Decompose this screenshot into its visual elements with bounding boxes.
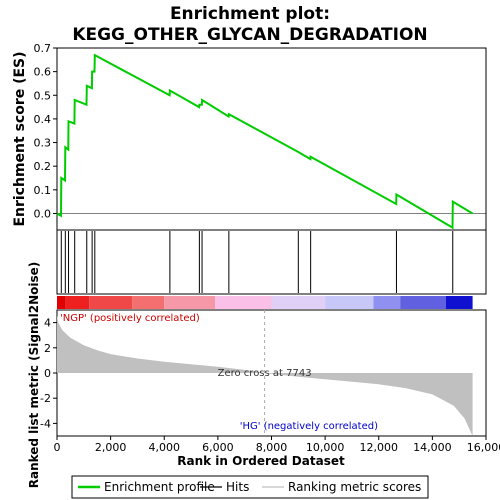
enrichment-profile-line bbox=[56, 53, 474, 230]
es-y-tick-label: 0.7 bbox=[34, 42, 52, 55]
metric-y-tick-label: 4 bbox=[44, 317, 51, 330]
x-tick-label: 16,000 bbox=[467, 441, 500, 454]
x-tick-label: 14,000 bbox=[413, 441, 452, 454]
es-y-axis-label: Enrichment score (ES) bbox=[12, 51, 28, 226]
negative-correlation-label: 'HG' (negatively correlated) bbox=[240, 421, 378, 432]
metric-y-tick-label: -4 bbox=[40, 417, 51, 430]
es-y-tick-label: 0.2 bbox=[34, 160, 52, 173]
hits-marks bbox=[60, 231, 454, 293]
metric-panel: -4 -2 0 2 4 'NGP' (positively correlated) Ze… bbox=[27, 262, 487, 489]
metric-y-axis: -4 -2 0 2 4 bbox=[40, 317, 57, 430]
es-panel-frame bbox=[56, 47, 487, 231]
legend-frame bbox=[71, 475, 429, 499]
es-y-tick-label: 0.6 bbox=[34, 66, 52, 79]
color-bar-segment bbox=[57, 296, 66, 309]
metric-y-axis-label: Ranked list metric (Signal2Noise) bbox=[27, 262, 41, 489]
hits-panel bbox=[56, 229, 487, 295]
chart-title-line2: KEGG_OTHER_GLYCAN_DEGRADATION bbox=[72, 25, 427, 45]
metric-y-tick-label: 0 bbox=[44, 367, 51, 380]
es-panel: 0.0 0.1 0.2 0.3 0.4 0.5 0.6 0.7 Enrichment scor… bbox=[12, 42, 487, 231]
color-bar-segment bbox=[89, 296, 133, 309]
color-bar-segment bbox=[271, 296, 326, 309]
x-tick-label: 10,000 bbox=[306, 441, 345, 454]
color-bar-segment bbox=[65, 296, 90, 309]
es-y-tick-label: 0.3 bbox=[34, 137, 52, 150]
color-bar-segment bbox=[400, 296, 446, 309]
metric-y-tick-label: -2 bbox=[40, 392, 51, 405]
x-axis-label: Rank in Ordered Dataset bbox=[177, 454, 345, 468]
x-tick-label: 8,000 bbox=[256, 441, 288, 454]
legend-label: Hits bbox=[226, 480, 249, 494]
color-bar-segment bbox=[132, 296, 165, 309]
rank-color-bar bbox=[57, 296, 473, 309]
es-y-tick-label: 0.5 bbox=[34, 89, 52, 102]
hits-panel-frame bbox=[56, 229, 487, 295]
x-tick-label: 4,000 bbox=[149, 441, 181, 454]
color-bar-segment bbox=[215, 296, 272, 309]
legend: Enrichment profile Hits Ranking metric sco… bbox=[71, 475, 429, 499]
x-tick-label: 12,000 bbox=[360, 441, 399, 454]
x-tick-label: 6,000 bbox=[202, 441, 234, 454]
es-y-tick-label: 0.4 bbox=[34, 113, 52, 126]
color-bar-segment bbox=[164, 296, 216, 309]
es-y-tick-label: 0.1 bbox=[34, 184, 52, 197]
legend-label: Ranking metric scores bbox=[288, 480, 421, 494]
chart-title-line1: Enrichment plot: bbox=[170, 4, 330, 24]
color-bar-segment bbox=[325, 296, 374, 309]
x-tick-label: 0 bbox=[54, 441, 61, 454]
es-y-axis: 0.0 0.1 0.2 0.3 0.4 0.5 0.6 0.7 bbox=[34, 42, 57, 220]
legend-label: Enrichment profile bbox=[104, 480, 215, 494]
ranking-metric-area bbox=[57, 315, 473, 436]
metric-y-tick-label: 2 bbox=[44, 342, 51, 355]
x-tick-label: 2,000 bbox=[95, 441, 127, 454]
x-axis: 0 2,000 4,000 6,000 8,000 10,000 12,000 14,000 1… bbox=[54, 436, 500, 454]
zero-cross-label: Zero cross at 7743 bbox=[218, 368, 312, 379]
color-bar-segment bbox=[373, 296, 401, 309]
color-bar-segment bbox=[445, 296, 473, 309]
es-y-tick-label: 0.0 bbox=[34, 207, 52, 220]
positive-correlation-label: 'NGP' (positively correlated) bbox=[60, 313, 200, 324]
